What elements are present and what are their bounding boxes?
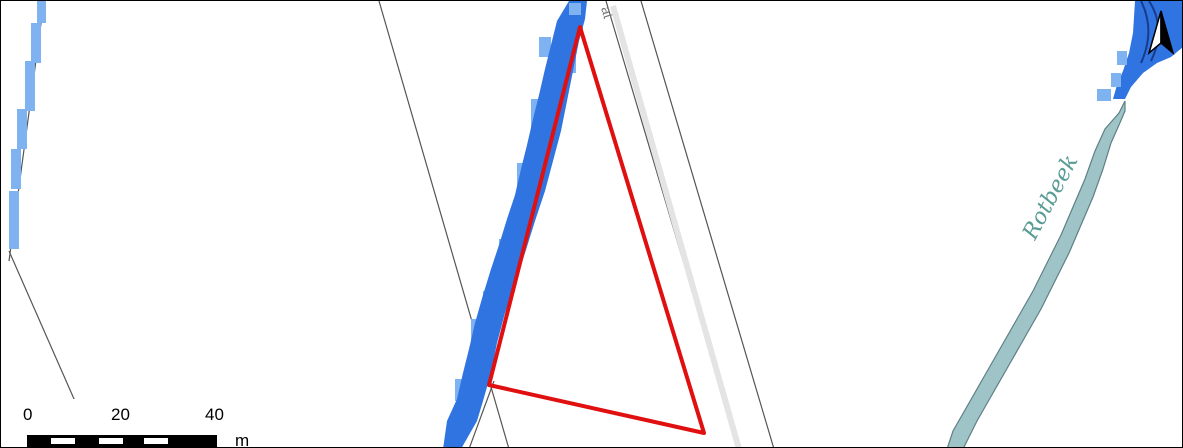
parcel-line xyxy=(469,380,495,447)
scale-tick-20: 20 xyxy=(111,405,130,424)
stream xyxy=(947,100,1126,447)
selection-triangle[interactable] xyxy=(487,25,706,435)
scale-unit: m xyxy=(235,431,249,448)
north-arrow-icon xyxy=(1147,10,1175,56)
flood-zone-center xyxy=(443,1,587,447)
scale-tick-40: 40 xyxy=(205,405,224,424)
street-label: at xyxy=(598,4,617,20)
parcel-line xyxy=(640,1,775,447)
parcel-lines xyxy=(8,1,775,447)
scale-tick-0: 0 xyxy=(23,405,32,424)
flood-zone-left xyxy=(9,1,46,249)
scale-bar: 0 20 40 m xyxy=(1,399,269,448)
road-strip xyxy=(610,5,742,447)
